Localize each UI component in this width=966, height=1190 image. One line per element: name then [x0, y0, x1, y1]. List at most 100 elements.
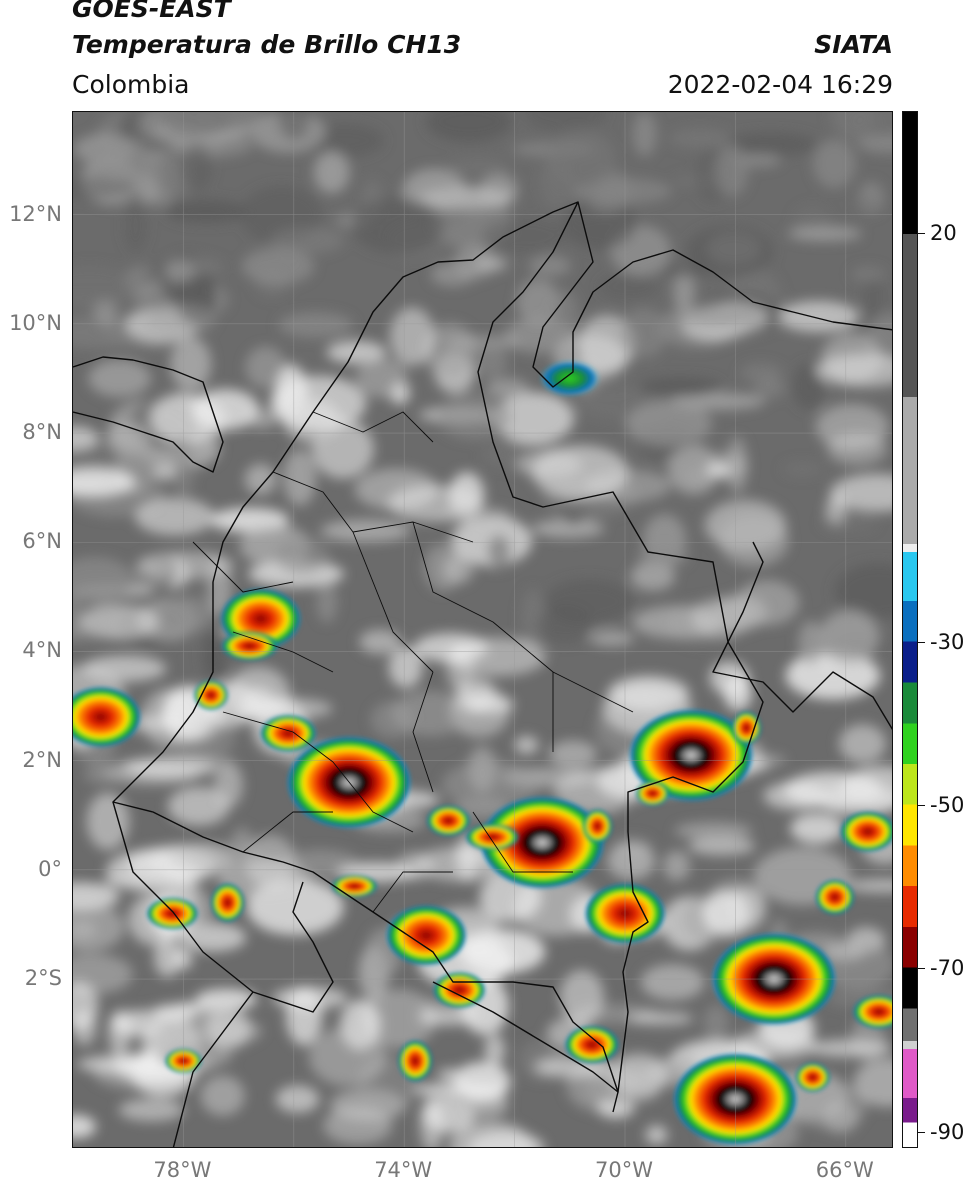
cloud-patch	[531, 519, 605, 538]
storm-cell-caqueta	[480, 796, 605, 889]
department-lines	[192, 411, 634, 913]
cloud-patch	[103, 872, 169, 889]
cloud-patch	[673, 266, 695, 317]
latitude-label: 0°	[38, 856, 62, 881]
country-borders	[73, 201, 892, 1147]
colorbar	[902, 111, 918, 1148]
cloud-patch	[777, 300, 859, 333]
cloud-patch	[724, 886, 766, 929]
cloud-patch	[544, 579, 634, 624]
cloud-patch	[269, 227, 345, 254]
cloud-patch	[704, 499, 787, 551]
latitude-label: 2°S	[24, 966, 62, 991]
storm-cell-small	[146, 897, 198, 930]
cloud-patch	[589, 630, 635, 647]
cloud-patch	[782, 462, 822, 477]
cloud-patch	[108, 1009, 132, 1057]
cloud-patch	[313, 151, 350, 194]
cloud-patch	[834, 563, 892, 619]
storm-cell-pacific	[73, 687, 141, 747]
cloud-patch	[165, 199, 248, 223]
venezuela-brazil-border	[712, 541, 892, 731]
cloud-patch	[272, 986, 348, 1010]
cloud-patch	[191, 389, 259, 430]
cloud-patch	[703, 1004, 729, 1041]
cloud-patch	[308, 1027, 387, 1087]
cloud-patch	[546, 129, 616, 190]
cloud-patch	[200, 1075, 245, 1116]
cloud-patch	[370, 701, 415, 738]
latitude-label: 8°N	[22, 420, 62, 445]
cloud-patch	[739, 362, 783, 383]
cloud-patch	[73, 902, 125, 952]
cloud-patch	[73, 1114, 96, 1139]
cloud-patch	[619, 308, 668, 358]
cloud-patch	[118, 1098, 185, 1122]
ecuador-peru-border	[112, 801, 334, 1147]
satellite-map[interactable]	[72, 111, 893, 1148]
cloud-patch	[815, 403, 889, 450]
cloud-patch	[244, 463, 277, 496]
cloud-patch	[245, 346, 286, 389]
cloud-patch	[88, 359, 151, 397]
colorbar-tick-label: 20	[930, 221, 957, 246]
storm-cell-putumayo	[386, 905, 467, 966]
peru-brazil-border	[432, 981, 619, 1113]
cloud-patch	[846, 879, 892, 893]
cloud-patch	[798, 620, 824, 666]
cloud-patch	[467, 746, 497, 793]
longitude-label: 66°W	[815, 1158, 874, 1182]
cloud-patch	[444, 334, 522, 350]
cloud-patch	[524, 112, 608, 132]
storm-cell-small	[221, 631, 278, 661]
storm-cell-venezuela-north	[539, 360, 600, 397]
latitude-label: 12°N	[9, 201, 62, 226]
cloud-patch	[453, 1062, 511, 1103]
colorbar-tick-mark	[918, 233, 925, 235]
colorbar-tick-mark	[918, 805, 925, 807]
cloud-patch	[763, 781, 827, 811]
cloud-patch	[812, 139, 856, 189]
cloud-patch	[146, 303, 216, 336]
cloud-patch	[514, 736, 539, 754]
cloud-patch	[73, 556, 134, 605]
cloud-patch	[442, 554, 475, 584]
cloud-layer	[73, 112, 892, 1147]
storm-cell-small	[853, 995, 892, 1029]
colorbar-tick-mark	[918, 968, 925, 970]
cloud-patch	[862, 271, 884, 322]
cloud-patch	[486, 534, 512, 570]
storm-cell-small	[636, 781, 670, 806]
longitude-label: 78°W	[153, 1158, 212, 1182]
storm-cell-small	[795, 1062, 830, 1092]
storm-cell-small	[466, 823, 519, 851]
cloud-patch	[359, 629, 402, 654]
cloud-patch	[460, 929, 546, 974]
cloud-patch	[597, 273, 660, 301]
cloud-patch	[662, 307, 757, 327]
colorbar-tick-label: -30	[930, 629, 965, 654]
cloud-patch	[857, 134, 892, 154]
cloud-patch	[269, 375, 367, 431]
cloud-patch	[640, 964, 705, 1001]
cloud-patch	[356, 358, 408, 398]
cloud-patch	[727, 436, 748, 494]
cloud-patch	[818, 940, 892, 990]
cloud-patch	[808, 1039, 892, 1057]
cloud-patch	[549, 740, 597, 768]
cloud-patch	[484, 1034, 505, 1067]
cloud-patch	[674, 822, 753, 840]
cloud-patch	[73, 467, 135, 497]
cloud-patch	[820, 515, 877, 532]
cloud-patch	[204, 1007, 251, 1050]
cloud-patch	[73, 920, 97, 939]
cloud-patch	[706, 231, 762, 266]
panama-outline	[73, 356, 224, 473]
cloud-patch	[551, 290, 579, 334]
cloud-patch	[529, 255, 571, 277]
cloud-patch	[167, 786, 230, 826]
cloud-patch	[86, 792, 130, 850]
cloud-patch	[481, 217, 566, 254]
cloud-patch	[160, 112, 232, 138]
cloud-patch	[316, 580, 338, 623]
